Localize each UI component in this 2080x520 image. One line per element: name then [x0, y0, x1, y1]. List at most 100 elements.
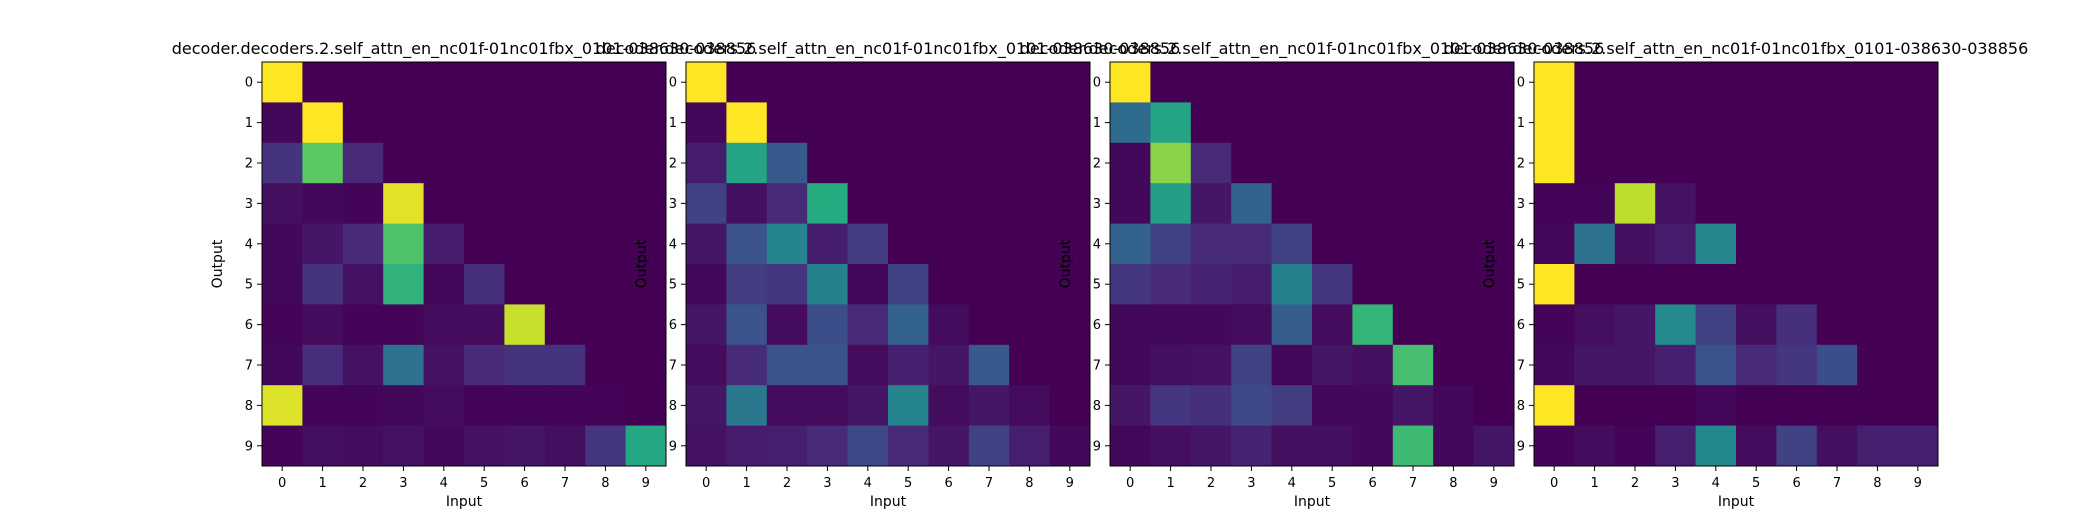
heatmap-cell-r3-c9: [1897, 183, 1939, 225]
heatmap-cell-r5-c5: [1736, 264, 1777, 305]
heatmap-cell-r7-c0: [1534, 344, 1575, 386]
y-tick-label: 3: [1093, 197, 1101, 212]
heatmap-cell-r4-c5: [888, 223, 929, 265]
heatmap-cell-r8-c7: [1392, 385, 1434, 427]
x-tick-label: 0: [1550, 476, 1558, 491]
heatmap-cell-r6-c3: [1655, 304, 1697, 346]
y-tick-label: 2: [669, 157, 677, 172]
heatmap-cell-r9-c0: [1110, 425, 1151, 467]
y-tick-label: 1: [1093, 116, 1101, 131]
heatmap-cell-r0-c5: [1736, 62, 1777, 103]
heatmap-cell-r5-c3: [807, 264, 849, 305]
heatmap-cell-r2-c4: [1695, 142, 1737, 184]
heatmap-cell-r1-c1: [302, 102, 344, 144]
heatmap-cell-r6-c2: [342, 304, 384, 346]
heatmap-cell-r4-c3: [1231, 223, 1273, 265]
y-tick-label: 9: [1093, 439, 1101, 454]
heatmap-cell-r8-c2: [1190, 385, 1232, 427]
heatmap-cell-r5-c2: [1614, 264, 1656, 305]
heatmap-cell-r3-c7: [1816, 183, 1858, 225]
heatmap-cell-r7-c3: [1231, 344, 1273, 386]
heatmap-cell-r4-c2: [1614, 223, 1656, 265]
heatmap-cell-r8-c1: [1150, 385, 1192, 427]
heatmap-cell-r4-c5: [1736, 223, 1777, 265]
y-tick-label: 0: [1517, 76, 1525, 91]
heatmap-cell-r7-c2: [1190, 344, 1232, 386]
heatmap-cell-r3-c5: [888, 183, 929, 225]
heatmap-cell-r3-c9: [625, 183, 667, 225]
heatmap-cell-r3-c0: [686, 183, 727, 225]
heatmap-cell-r0-c6: [1776, 62, 1818, 103]
heatmap-cell-r6-c5: [1312, 304, 1353, 346]
heatmap-cell-r7-c8: [585, 344, 627, 386]
heatmap-cell-r9-c7: [1816, 425, 1858, 467]
heatmap-cell-r0-c4: [847, 62, 889, 103]
heatmap-cell-r2-c6: [504, 142, 546, 184]
heatmap-cell-r0-c2: [766, 62, 808, 103]
heatmap-cell-r4-c9: [1473, 223, 1515, 265]
heatmap-cell-r6-c1: [1150, 304, 1192, 346]
heatmap-cell-r3-c9: [1049, 183, 1091, 225]
heatmap-cell-r3-c3: [383, 183, 425, 225]
heatmap-cell-r7-c9: [1473, 344, 1515, 386]
heatmap-cell-r7-c7: [1392, 344, 1434, 386]
axes-frame: [1109, 61, 1515, 467]
heatmap-cell-r0-c8: [1857, 62, 1899, 103]
heatmap-cell-r8-c0: [1110, 385, 1151, 427]
heatmap-cell-r8-c8: [1009, 385, 1051, 427]
heatmap-cell-r6-c8: [1009, 304, 1051, 346]
heatmap-cell-r3-c7: [544, 183, 586, 225]
heatmap-cell-r1-c0: [262, 102, 303, 144]
heatmap-cell-r1-c4: [423, 102, 465, 144]
heatmap-cell-r3-c1: [302, 183, 344, 225]
heatmap-cell-r4-c0: [686, 223, 727, 265]
heatmap-cell-r5-c0: [686, 264, 727, 305]
x-tick-label: 9: [642, 476, 650, 491]
heatmap-cell-r6-c3: [1231, 304, 1273, 346]
heatmap-cell-r7-c6: [1776, 344, 1818, 386]
heatmap-cell-r8-c6: [928, 385, 970, 427]
heatmap-cell-r0-c4: [1695, 62, 1737, 103]
heatmap-cell-r6-c5: [1736, 304, 1777, 346]
heatmap-cell-r2-c2: [766, 142, 808, 184]
heatmap-cell-r8-c5: [888, 385, 929, 427]
heatmap-cell-r4-c3: [1655, 223, 1697, 265]
heatmap-cell-r3-c2: [342, 183, 384, 225]
x-tick-label: 9: [1490, 476, 1498, 491]
heatmap-cell-r1-c5: [1312, 102, 1353, 144]
y-tick-label: 1: [1517, 116, 1525, 131]
chart-title: decoder.decoders.2.self_attn_en_nc01f-01…: [1444, 39, 2029, 59]
heatmap-cell-r2-c0: [1534, 142, 1575, 184]
heatmap-cell-r4-c5: [1312, 223, 1353, 265]
heatmap-cell-r0-c7: [968, 62, 1010, 103]
y-tick-label: 3: [669, 197, 677, 212]
y-tick-label: 2: [1093, 157, 1101, 172]
x-axis-label: Input: [1718, 494, 1755, 510]
y-tick-label: 6: [669, 318, 677, 333]
heatmap-cell-r9-c0: [1534, 425, 1575, 467]
heatmap-cell-r2-c5: [464, 142, 505, 184]
x-tick-label: 2: [1207, 476, 1215, 491]
heatmap-cell-r1-c1: [726, 102, 768, 144]
heatmap-cell-r0-c7: [1392, 62, 1434, 103]
y-tick-label: 8: [669, 399, 677, 414]
heatmap-cell-r0-c0: [686, 62, 727, 103]
heatmap-cell-r5-c5: [1312, 264, 1353, 305]
heatmap-cell-r4-c3: [383, 223, 425, 265]
heatmap-cell-r8-c9: [1897, 385, 1939, 427]
heatmap-cell-r1-c6: [1776, 102, 1818, 144]
heatmap-cell-r8-c2: [342, 385, 384, 427]
heatmap-cell-r6-c7: [1392, 304, 1434, 346]
heatmap-cell-r1-c9: [625, 102, 667, 144]
heatmap-cell-r6-c4: [1271, 304, 1313, 346]
heatmap-cell-r5-c9: [1897, 264, 1939, 305]
heatmap-cell-r8-c3: [1231, 385, 1273, 427]
heatmap-cell-r3-c0: [1534, 183, 1575, 225]
heatmap-cell-r8-c0: [1534, 385, 1575, 427]
heatmap-cell-r8-c8: [1433, 385, 1475, 427]
heatmap-cell-r4-c6: [1352, 223, 1394, 265]
heatmap-cell-r4-c2: [766, 223, 808, 265]
heatmap-cell-r5-c0: [1110, 264, 1151, 305]
y-tick-label: 0: [1093, 76, 1101, 91]
x-tick-label: 8: [1873, 476, 1881, 491]
